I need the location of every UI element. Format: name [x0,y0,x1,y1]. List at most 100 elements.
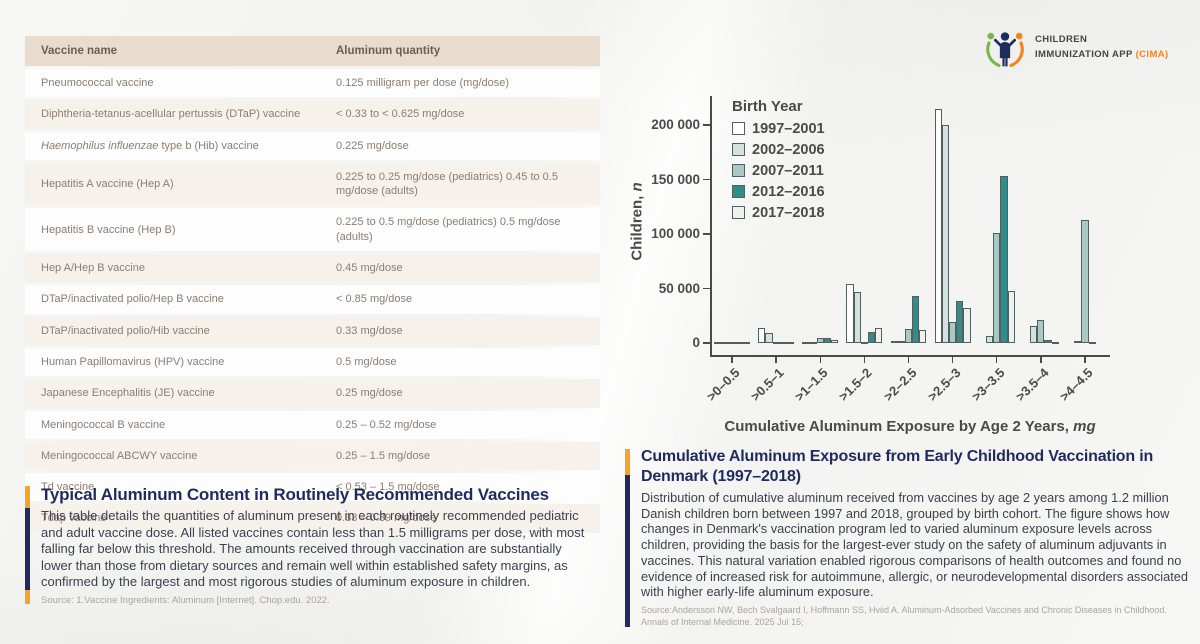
bar [919,329,927,343]
x-tick [819,356,822,363]
aluminum-quantity-cell: 0.125 milligram per dose (mg/dose) [320,69,600,98]
x-tick [995,356,998,363]
aluminum-quantity-cell: 0.25 – 1.5 mg/dose [320,441,600,471]
y-tick [703,233,710,235]
vaccine-name-cell: Diphtheria-tetanus-acellular pertussis (… [25,100,320,129]
x-tick [907,356,910,363]
vaccine-table-section: Vaccine name Aluminum quantity Pneumococ… [25,33,600,536]
table-row: Hepatitis B vaccine (Hep B) 0.225 to 0.5 … [25,208,600,252]
bar [956,301,964,343]
bar [758,327,766,343]
x-tick [731,356,733,363]
bar [912,296,920,343]
bar [786,341,795,344]
bar [890,341,898,344]
y-tick-label: 200 000 [651,117,700,132]
table-row: Tdap vaccine 0.33 – 0.39 mg/dose [25,504,600,533]
bar [816,338,824,343]
legend-label: 2012–2016 [752,183,825,200]
bar [897,341,905,344]
bar [941,125,949,343]
aluminum-quantity-cell: 0.25 mg/dose [320,379,600,408]
bar [904,328,913,343]
aluminum-quantity-cell: < 0.53 – 1.5 mg/dose [320,473,600,502]
table-row: Pneumococcal vaccine 0.125 milligram per … [25,69,600,98]
legend-item: 2007–2011 [732,160,825,181]
bar [875,327,883,343]
table-row: Meningococcal B vaccine 0.25 – 0.52 mg/do… [25,410,600,439]
x-tick [1040,356,1042,363]
x-axis-line [710,355,1110,357]
y-tick [703,342,710,344]
bar [846,284,854,343]
bar [963,308,971,343]
y-axis-title: Children, n [628,182,646,261]
vaccine-name-cell: Td vaccine [25,473,320,502]
legend-title: Birth Year [732,98,803,115]
chart-legend: Birth Year 1997–2001 2002–2006 2007–2011 20… [732,98,825,223]
bar [1081,219,1089,343]
bar [853,291,861,343]
table-header-row: Vaccine name Aluminum quantity [25,36,600,66]
bar [949,321,957,343]
bar [721,341,729,344]
vaccine-name-cell: Meningococcal ABCWY vaccine [25,441,320,471]
vaccine-name-cell: DTaP/inactivated polio/Hib vaccine [25,316,320,345]
table-row: Hepatitis A vaccine (Hep A) 0.225 to 0.25… [25,162,600,206]
x-axis-title: Cumulative Aluminum Exposure by Age 2 Ye… [724,418,1096,435]
y-tick [703,287,710,290]
legend-swatch [732,206,745,219]
aluminum-quantity-cell: < 0.85 mg/dose [320,285,600,314]
legend-item: 2012–2016 [732,181,825,202]
bar [1051,341,1059,344]
table-row: Diphtheria-tetanus-acellular pertussis (… [25,100,600,129]
vaccine-name-cell: Hepatitis B vaccine (Hep B) [25,208,320,252]
left-source: Source: 1.Vaccine Ingredients: Aluminum … [41,594,330,606]
bar [809,341,817,344]
bar [728,341,736,344]
aluminum-quantity-cell: < 0.33 to < 0.625 mg/dose [320,100,600,129]
y-tick [703,178,710,181]
table-row: Td vaccine < 0.53 – 1.5 mg/dose [25,473,600,502]
table-row: Hep A/Hep B vaccine 0.45 mg/dose [25,254,600,283]
accent-bar-right [625,449,630,627]
vaccine-name-cell: Haemophilus influenzae type b (Hib) vacc… [25,131,320,160]
bar [1000,176,1008,343]
col-header-vaccine-name: Vaccine name [25,36,320,66]
x-tick [775,356,777,363]
x-tick [951,356,954,363]
cima-logo-mark [986,32,1024,67]
left-paragraph: This table details the quantities of alu… [41,508,585,590]
bar [831,340,839,343]
bar [742,341,751,344]
accent-bar-left [25,486,30,604]
legend-item: 2002–2006 [732,139,825,160]
left-caption-block: Typical Aluminum Content in Routinely Re… [25,484,593,606]
legend-swatch [732,143,745,156]
legend-swatch [732,122,745,135]
bar [765,333,773,343]
y-tick-label: 50 000 [658,280,700,296]
col-header-aluminum-quantity: Aluminum quantity [320,36,600,66]
bar [985,335,994,343]
bar [772,341,780,344]
vaccine-name-cell: Meningococcal B vaccine [25,410,320,439]
bar [1037,320,1045,343]
legend-swatch [732,164,745,177]
table-row: Haemophilus influenzae type b (Hib) vacc… [25,131,600,160]
bar [1044,339,1052,343]
bar [934,108,942,343]
y-tick [703,124,710,126]
x-tick [1084,356,1086,363]
y-tick-label: 0 [692,335,700,350]
logo-line1: CHILDREN [1035,34,1088,46]
y-tick-label: 150 000 [651,171,700,187]
y-tick-label: 100 000 [651,226,700,241]
aluminum-quantity-cell: 0.225 to 0.25 mg/dose (pediatrics) 0.45 … [320,162,600,206]
legend-item: 1997–2001 [732,118,825,139]
bar [993,232,1001,343]
vaccine-name-cell: Hep A/Hep B vaccine [25,254,320,283]
bar [1007,291,1015,343]
vaccine-table-body: Pneumococcal vaccine 0.125 milligram per … [25,69,600,533]
legend-label: 2007–2011 [752,162,824,179]
